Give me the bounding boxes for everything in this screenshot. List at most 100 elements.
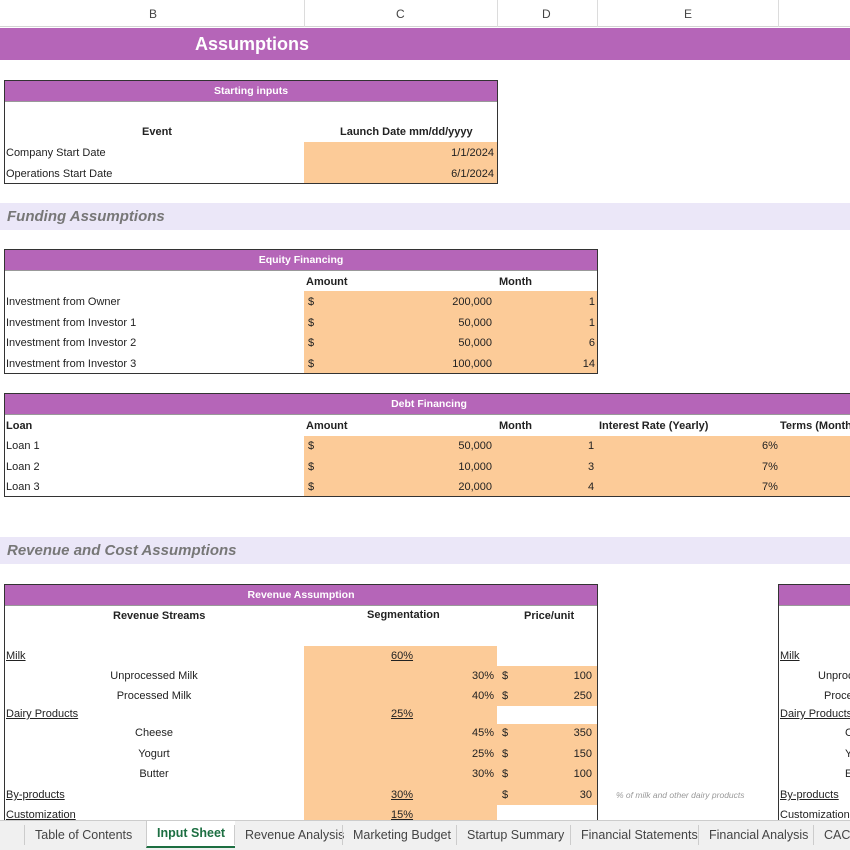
currency-symbol: $ — [308, 357, 315, 370]
segmentation-header: Segmentation — [367, 609, 440, 621]
sheet-tab[interactable]: Revenue Analysis — [234, 825, 354, 845]
loan-label: Loan 2 — [6, 460, 40, 473]
sheet-tab[interactable]: Input Sheet — [146, 821, 236, 848]
currency-symbol: $ — [308, 296, 315, 308]
sheet-tab[interactable]: Financial Statements — [570, 825, 708, 845]
segmentation-custom[interactable]: 15% — [391, 809, 414, 821]
currency-symbol: $ — [502, 768, 509, 780]
price-byp[interactable]: 30 — [579, 789, 592, 801]
segmentation-cheese[interactable]: 45% — [471, 727, 494, 739]
loan-month[interactable]: 3 — [588, 460, 595, 473]
right-table-c: C — [845, 727, 850, 739]
revenue-category-dairy: Dairy Products — [6, 708, 79, 720]
segmentation-byp[interactable]: 30% — [391, 789, 414, 801]
equity-amount-header: Amount — [306, 276, 348, 288]
right-table-dairy: Dairy Products — [780, 708, 850, 720]
price-yogurt[interactable]: 150 — [573, 748, 592, 760]
column-header-c[interactable]: C — [396, 7, 405, 21]
segmentation-unproc[interactable]: 30% — [471, 670, 494, 682]
sheet-tab[interactable]: CAC - C — [813, 825, 850, 845]
loan-interest-rate[interactable]: 7% — [762, 460, 778, 473]
right-table-byp: By-products — [780, 789, 839, 801]
loan-amount[interactable]: 50,000 — [458, 440, 492, 452]
launch-date-header: Launch Date mm/dd/yyyy — [340, 126, 473, 138]
loan-header: Loan — [6, 420, 33, 432]
revenue-stream-butter: Butter — [139, 768, 169, 780]
currency-symbol: $ — [308, 481, 315, 493]
equity-amount[interactable]: 50,000 — [458, 337, 492, 349]
equity-month[interactable]: 6 — [588, 337, 595, 349]
column-headers: B C D E — [0, 0, 850, 27]
revenue-streams-header: Revenue Streams — [113, 610, 206, 622]
column-header-b[interactable]: B — [149, 7, 158, 21]
currency-symbol: $ — [502, 727, 509, 739]
sheet-tab[interactable]: Marketing Budget — [342, 825, 461, 845]
operations-start-label: Operations Start Date — [6, 168, 113, 180]
segmentation-yogurt[interactable]: 25% — [471, 748, 494, 760]
currency-symbol: $ — [308, 337, 315, 349]
column-header-e[interactable]: E — [684, 7, 693, 21]
revenue-cost-band: Revenue and Cost Assumptions — [0, 537, 850, 564]
column-header-d[interactable]: D — [542, 7, 551, 21]
operations-start-date[interactable]: 6/1/2024 — [451, 168, 494, 180]
equity-month[interactable]: 14 — [582, 357, 595, 370]
equity-row-label: Investment from Investor 2 — [6, 337, 137, 349]
currency-symbol: $ — [308, 460, 315, 473]
second-assumption-table — [778, 584, 850, 824]
right-table-y: Y — [845, 748, 850, 760]
equity-amount[interactable]: 100,000 — [452, 357, 492, 370]
revenue-category-milk: Milk — [6, 650, 26, 662]
price-butter[interactable]: 100 — [573, 768, 592, 780]
segmentation-dairy[interactable]: 25% — [391, 708, 414, 720]
equity-row-label: Investment from Investor 3 — [6, 357, 137, 370]
loan-month[interactable]: 1 — [588, 440, 595, 452]
byproducts-note: % of milk and other dairy products — [616, 790, 745, 800]
equity-amount[interactable]: 200,000 — [452, 296, 492, 308]
currency-symbol: $ — [502, 789, 509, 801]
starting-inputs-header: Starting inputs — [5, 81, 497, 102]
price-proc[interactable]: 250 — [573, 690, 592, 702]
equity-month[interactable]: 1 — [588, 316, 595, 329]
segmentation-proc[interactable]: 40% — [471, 690, 494, 702]
right-table-b: E — [845, 768, 850, 780]
price-unproc[interactable]: 100 — [573, 670, 592, 682]
right-table-unproc: Unproc — [818, 670, 850, 682]
debt-financing-table: Debt Financing — [4, 393, 850, 497]
company-start-date[interactable]: 1/1/2024 — [451, 147, 494, 159]
funding-assumptions-band: Funding Assumptions — [0, 203, 850, 230]
equity-month-header: Month — [499, 276, 532, 288]
loan-amount[interactable]: 20,000 — [458, 481, 492, 493]
revenue-category-byp: By-products — [6, 789, 65, 801]
revenue-stream-unproc: Unprocessed Milk — [110, 670, 198, 682]
sheet-tab[interactable]: Startup Summary — [456, 825, 574, 845]
price-unit-header: Price/unit — [524, 610, 575, 622]
loan-interest-rate[interactable]: 6% — [762, 440, 778, 452]
loan-interest-rate[interactable]: 7% — [762, 481, 778, 493]
segmentation-milk[interactable]: 60% — [391, 650, 414, 662]
revenue-category-custom: Customization — [6, 809, 76, 821]
sheet-tab[interactable]: Financial Analysis — [698, 825, 818, 845]
loan-month[interactable]: 4 — [588, 481, 595, 493]
currency-symbol: $ — [502, 670, 509, 682]
revenue-stream-proc: Processed Milk — [116, 690, 192, 702]
segmentation-butter[interactable]: 30% — [471, 768, 494, 780]
equity-row-label: Investment from Owner — [6, 296, 121, 308]
interest-rate-header: Interest Rate (Yearly) — [599, 420, 709, 432]
sheet-tab[interactable]: Table of Contents — [24, 825, 142, 845]
currency-symbol: $ — [308, 316, 315, 329]
revenue-header: Revenue Assumption — [5, 585, 597, 606]
page-title: Assumptions — [0, 28, 850, 60]
right-table-custom: Customization — [780, 809, 850, 821]
currency-symbol: $ — [308, 440, 315, 452]
equity-amount[interactable]: 50,000 — [458, 316, 492, 329]
loan-amount[interactable]: 10,000 — [458, 460, 492, 473]
sheet-tabs: Table of Contents Input Sheet Revenue Anal… — [0, 820, 850, 850]
equity-month[interactable]: 1 — [588, 296, 595, 308]
price-cheese[interactable]: 350 — [573, 727, 592, 739]
loan-label: Loan 1 — [6, 440, 40, 452]
event-header: Event — [142, 126, 172, 138]
equity-header: Equity Financing — [5, 250, 597, 271]
debt-amount-header: Amount — [306, 420, 348, 432]
terms-header: Terms (Months — [780, 420, 850, 432]
company-start-label: Company Start Date — [6, 147, 106, 159]
